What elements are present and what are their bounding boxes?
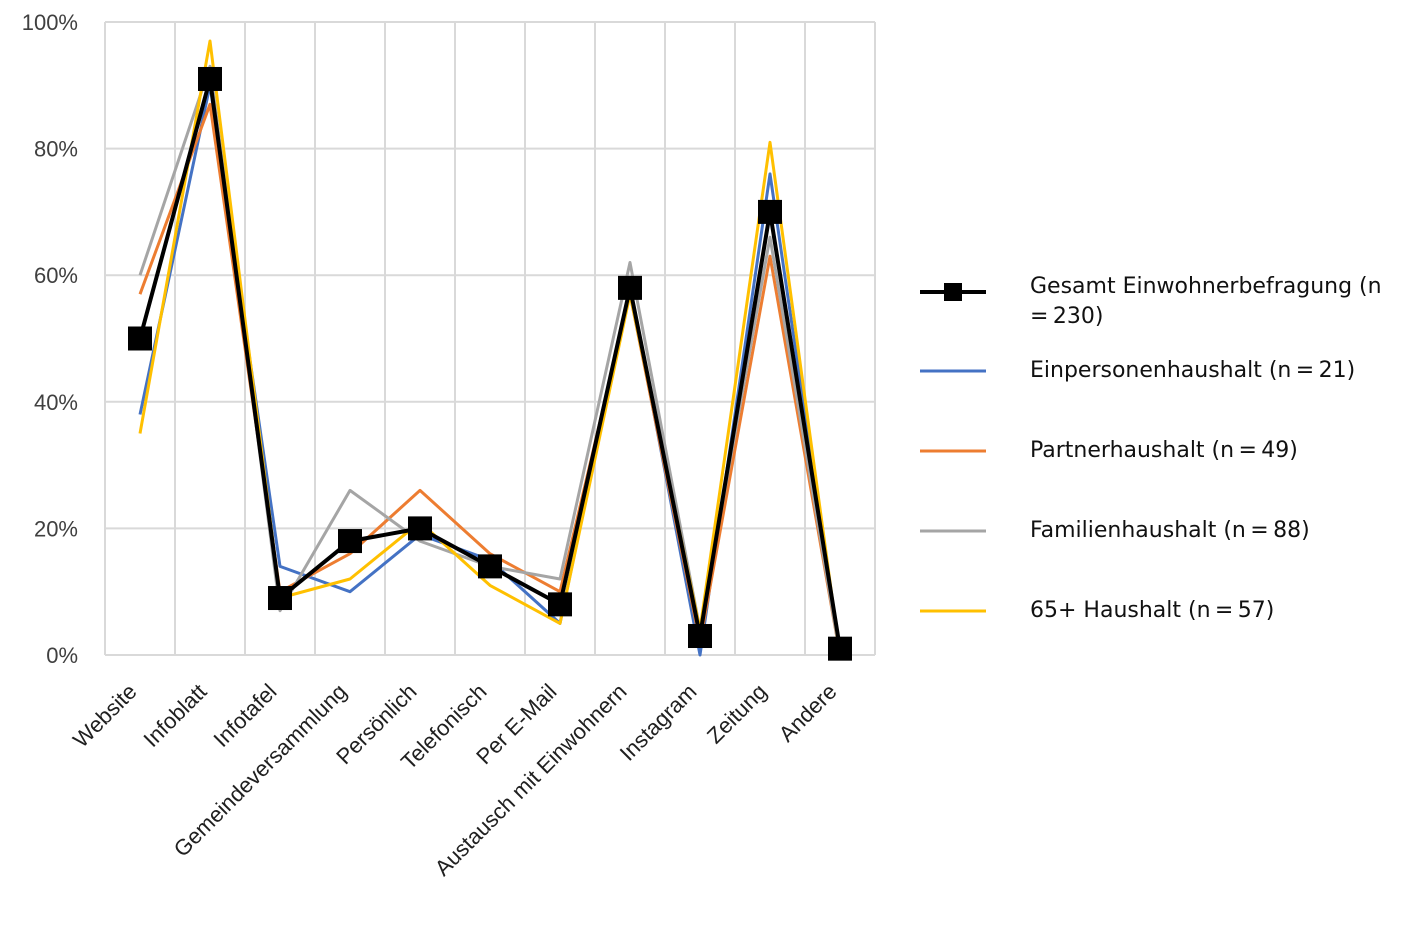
grid: [104, 21, 876, 656]
y-tick-label: 100%: [22, 10, 78, 35]
series-marker-0: [478, 554, 502, 579]
y-tick-label: 20%: [34, 516, 78, 541]
legend-swatch-einpersonenhaushalt: [920, 369, 986, 373]
x-tick-label: Infoblatt: [139, 679, 212, 752]
legend-swatch-65plus-haushalt: [920, 609, 986, 613]
legend-swatch-partnerhaushalt: [920, 449, 986, 453]
y-tick-label: 80%: [34, 137, 78, 162]
line-chart: 0% 20% 40% 60% 80% 100% WebsiteInfoblattInfot…: [22, 10, 876, 881]
legend-label-gesamt: Gesamt Einwohnerbefragung (n = 230): [1030, 274, 1386, 329]
x-axis: WebsiteInfoblattInfotafelGemeindeversamm…: [68, 679, 842, 881]
x-tick-label: Website: [68, 679, 142, 753]
y-axis: 0% 20% 40% 60% 80% 100%: [22, 10, 78, 668]
series-marker-0: [618, 275, 642, 300]
series-marker-0: [408, 516, 432, 541]
y-tick-label: 60%: [34, 263, 78, 288]
legend-swatch-familienhaushalt: [920, 529, 986, 533]
x-tick-label: Instagram: [615, 679, 702, 766]
x-tick-label: Andere: [774, 679, 842, 747]
legend-label-familienhaushalt: Familienhaushalt (n = 88): [1030, 518, 1310, 543]
legend-label-einpersonenhaushalt: Einpersonenhaushalt (n = 21): [1030, 358, 1356, 383]
y-tick-label: 40%: [34, 390, 78, 415]
series-marker-0: [548, 592, 572, 617]
series-markers: [128, 66, 852, 661]
legend-label-65plus-haushalt: 65+ Haushalt (n = 57): [1030, 598, 1275, 623]
series-marker-0: [758, 199, 782, 224]
legend-swatch-gesamt: [920, 283, 986, 301]
series-marker-0: [268, 586, 292, 611]
series-marker-0: [828, 636, 852, 661]
x-tick-label: Zeitung: [702, 679, 772, 749]
series-marker-0: [338, 529, 362, 554]
legend-label-partnerhaushalt: Partnerhaushalt (n = 49): [1030, 438, 1298, 463]
y-tick-label: 0%: [46, 643, 78, 668]
series-marker-0: [688, 624, 712, 649]
series-marker-0: [128, 326, 152, 351]
series-marker-0: [198, 66, 222, 91]
